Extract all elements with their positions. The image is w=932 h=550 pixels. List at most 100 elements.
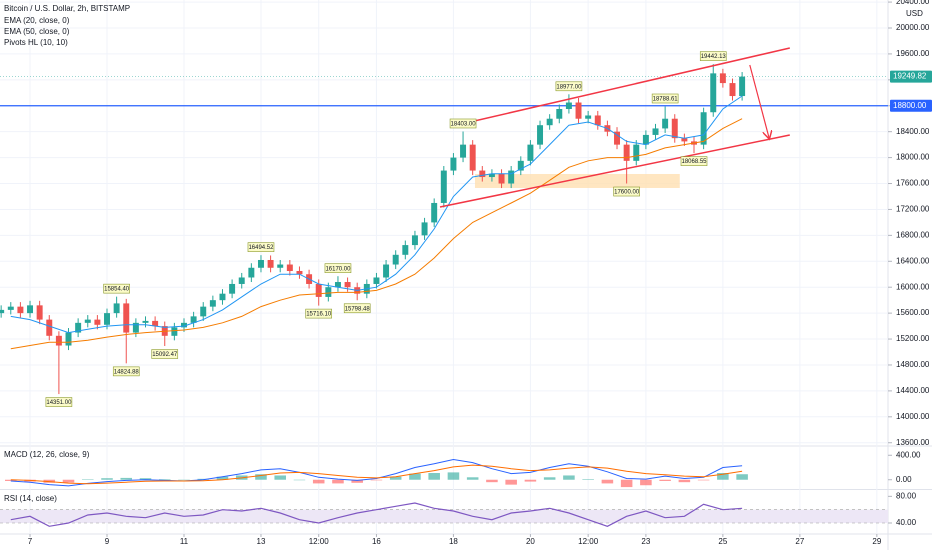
price-label: 18800.00 (893, 101, 927, 110)
candle-body (190, 316, 197, 323)
pivot-label: 16170.00 (325, 266, 351, 272)
candle-body (739, 76, 746, 97)
histogram-bar (505, 479, 517, 485)
candle-body (546, 118, 553, 126)
chart-title: Bitcoin / U.S. Dollar, 2h, BITSTAMP (4, 4, 130, 13)
histogram-bar (543, 477, 556, 480)
candle-body (65, 332, 72, 346)
candle-body (27, 305, 34, 314)
candle-body (402, 245, 409, 255)
x-tick-label: 12:00 (309, 537, 330, 546)
candle-body (113, 303, 120, 314)
x-tick-label: 20 (526, 537, 535, 546)
pivot-label-box (247, 242, 275, 252)
x-tick-label: 29 (872, 537, 881, 546)
x-tick-label: 18 (449, 537, 458, 546)
candle-body (700, 112, 707, 145)
pivot-label-box (343, 303, 371, 314)
candle-body (267, 259, 274, 268)
pivot-label-box (305, 308, 333, 319)
pivot-label: 18068.55 (681, 159, 707, 165)
legend-entry: Pivots HL (10, 10) (4, 38, 68, 47)
price-label-box (890, 99, 932, 112)
y-tick-label: 14800.00 (896, 360, 930, 369)
candle-body (277, 264, 284, 268)
y-tick-label: 17200.00 (896, 205, 930, 214)
y-tick-label: 19600.00 (896, 49, 930, 58)
y-tick-label: 17600.00 (896, 179, 930, 188)
histogram-bar (255, 474, 267, 480)
histogram-bar (332, 479, 344, 484)
pivot-label-box (45, 397, 73, 407)
y-tick-label: 16800.00 (896, 230, 930, 239)
candle-body (132, 322, 139, 333)
candle-body (171, 327, 178, 336)
candle-body (36, 305, 43, 320)
candle-body (508, 170, 515, 184)
pivot-label-box (112, 366, 140, 377)
histogram-bar (601, 479, 614, 484)
candle-body (238, 277, 245, 284)
candle-body (248, 267, 255, 278)
candle-body (556, 108, 563, 119)
histogram-bar (409, 473, 421, 480)
histogram-bar (101, 478, 113, 480)
histogram-bar (81, 479, 94, 480)
ema-line (10, 118, 743, 350)
candle-body (460, 144, 467, 158)
histogram-bar (139, 478, 152, 480)
histogram-bar (428, 473, 440, 480)
candle-body (257, 259, 264, 268)
histogram-bar (659, 479, 671, 481)
y-tick-label: 20400.00 (896, 0, 930, 6)
pivot-label: 18403.00 (451, 122, 477, 128)
candle-body (498, 173, 505, 184)
candle-body (527, 144, 534, 161)
y-tick-label: 15600.00 (896, 308, 930, 317)
histogram-bar (274, 475, 286, 480)
x-tick-label: 25 (718, 537, 727, 546)
y-tick-label: 15200.00 (896, 334, 930, 343)
histogram-bar (389, 476, 402, 480)
y-tick-label: 14400.00 (896, 386, 930, 395)
candle-body (373, 277, 380, 284)
histogram-bar (736, 474, 748, 480)
pivot-label: 15092.47 (152, 352, 178, 358)
pivot-label-box (613, 186, 640, 197)
candle-body (209, 300, 216, 307)
candle-body (229, 283, 236, 294)
channel-line (439, 134, 790, 208)
pivot-label-box (103, 283, 130, 294)
candle-body (469, 144, 476, 171)
pivot-label: 15798.48 (345, 306, 371, 312)
macd-line (10, 464, 743, 485)
histogram-bar (5, 479, 17, 481)
pivot-label-box (449, 118, 477, 129)
ema-line (10, 95, 743, 334)
legend-entry: EMA (20, close, 0) (4, 16, 70, 25)
x-tick-label: 23 (641, 537, 650, 546)
candle-body (719, 73, 726, 84)
histogram-bar (486, 479, 498, 483)
y-tick-label: 16000.00 (896, 282, 930, 291)
x-tick-label: 13 (257, 537, 266, 546)
pivot-label-box (699, 51, 727, 61)
candle-body (325, 287, 332, 297)
panel-title: MACD (12, 26, close, 9) (4, 450, 90, 459)
y-tick-label: 0.00 (896, 475, 912, 484)
y-tick-label: 20000.00 (896, 23, 930, 32)
candle-body (104, 313, 110, 325)
candle-body (0, 309, 5, 314)
x-tick-label: 11 (180, 537, 189, 546)
candle-body (392, 254, 399, 265)
y-tick-label: 14000.00 (896, 412, 930, 421)
x-tick-label: 16 (372, 537, 381, 546)
candle-body (431, 202, 438, 223)
pivot-label-box (680, 156, 708, 166)
histogram-bar (466, 477, 479, 480)
price-label-box (890, 70, 932, 83)
currency-label: USD (906, 9, 923, 18)
